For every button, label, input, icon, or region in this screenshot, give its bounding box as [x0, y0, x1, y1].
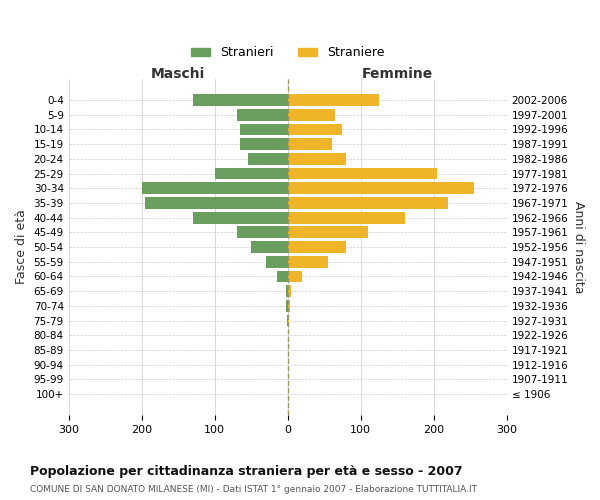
- Bar: [287, 124, 343, 136]
- Text: Maschi: Maschi: [151, 67, 205, 81]
- Bar: [287, 314, 289, 326]
- Bar: [287, 300, 290, 312]
- Bar: [287, 182, 474, 194]
- Bar: [236, 109, 287, 120]
- Bar: [287, 94, 379, 106]
- Bar: [193, 212, 287, 224]
- Bar: [240, 124, 287, 136]
- Bar: [287, 109, 335, 120]
- Y-axis label: Fasce di età: Fasce di età: [15, 210, 28, 284]
- Text: COMUNE DI SAN DONATO MILANESE (MI) - Dati ISTAT 1° gennaio 2007 - Elaborazione T: COMUNE DI SAN DONATO MILANESE (MI) - Dat…: [30, 485, 477, 494]
- Bar: [145, 197, 287, 209]
- Bar: [287, 241, 346, 253]
- Bar: [236, 226, 287, 238]
- Bar: [287, 212, 404, 224]
- Bar: [287, 153, 346, 164]
- Bar: [287, 270, 302, 282]
- Bar: [248, 153, 287, 164]
- Bar: [286, 286, 287, 297]
- Bar: [193, 94, 287, 106]
- Bar: [287, 138, 331, 150]
- Bar: [240, 138, 287, 150]
- Bar: [287, 226, 368, 238]
- Bar: [287, 168, 437, 179]
- Text: Popolazione per cittadinanza straniera per età e sesso - 2007: Popolazione per cittadinanza straniera p…: [30, 465, 463, 478]
- Bar: [266, 256, 287, 268]
- Bar: [251, 241, 287, 253]
- Bar: [142, 182, 287, 194]
- Text: Femmine: Femmine: [362, 67, 433, 81]
- Bar: [215, 168, 287, 179]
- Legend: Stranieri, Straniere: Stranieri, Straniere: [186, 42, 389, 64]
- Bar: [286, 300, 287, 312]
- Y-axis label: Anni di nascita: Anni di nascita: [572, 201, 585, 294]
- Bar: [277, 270, 287, 282]
- Bar: [287, 197, 448, 209]
- Bar: [287, 286, 292, 297]
- Bar: [287, 256, 328, 268]
